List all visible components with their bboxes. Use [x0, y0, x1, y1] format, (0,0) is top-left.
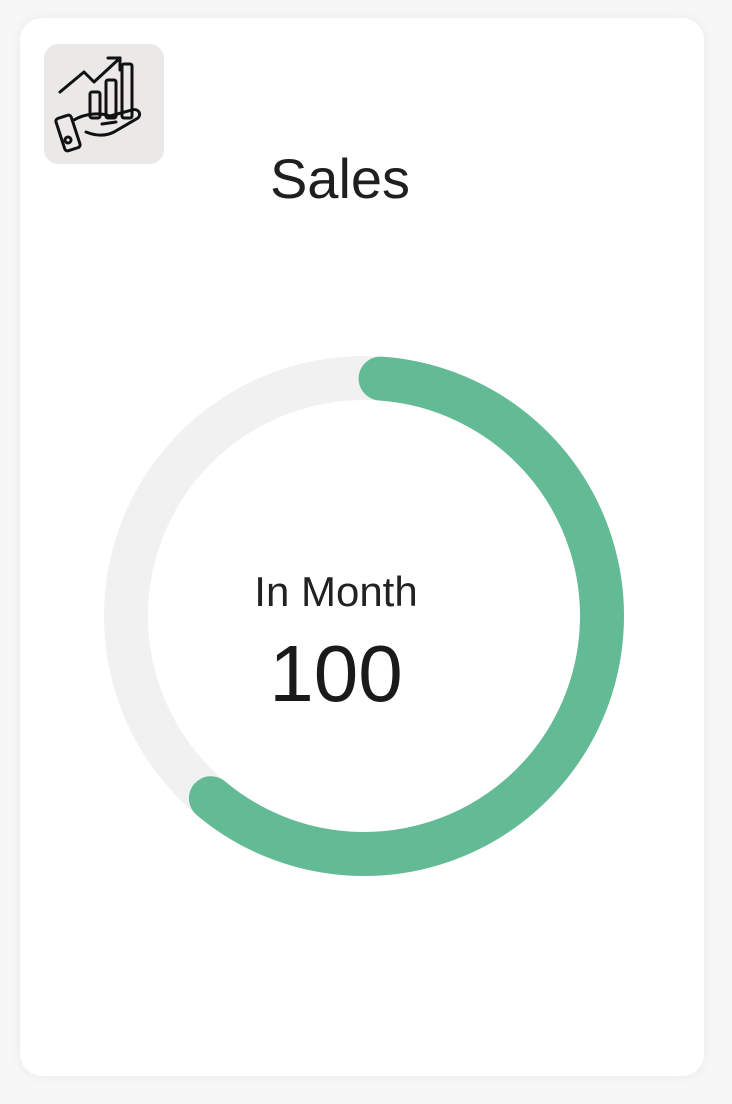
sales-growth-hand-icon — [54, 56, 142, 153]
sales-card: Sales In Month 100 — [20, 18, 704, 1076]
gauge-value: 100 — [269, 629, 403, 718]
gauge-caption: In Month — [254, 568, 418, 615]
card-title: Sales — [269, 147, 411, 210]
sales-icon-tile — [44, 44, 164, 164]
progress-gauge: In Month 100 — [98, 350, 630, 882]
gauge-fill — [104, 356, 624, 876]
gauge-ring — [104, 356, 624, 876]
